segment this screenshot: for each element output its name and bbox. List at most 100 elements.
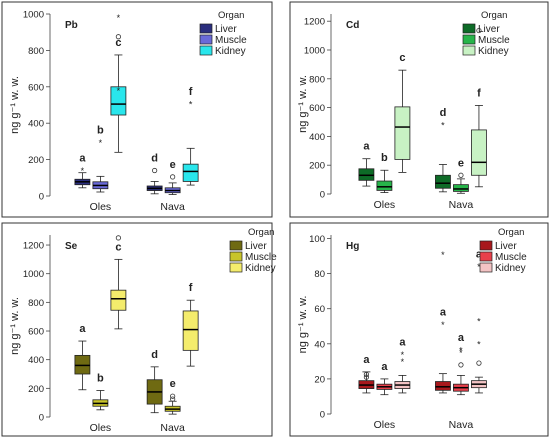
y-tick-label: 400 [28,355,44,366]
box-liver-nava: d [146,349,163,414]
y-tick-label: 0 [39,413,44,424]
significance-letter: c [399,52,405,64]
element-label: Cd [346,20,359,31]
chart-panel-cd: 0 200 400 600 800 1000 1200 ng g⁻¹ w. w. Cd Oles N… [289,1,549,218]
element-label: Hg [346,241,359,252]
y-tick-label: 600 [28,327,44,338]
legend-swatch [199,45,213,56]
box-iqr [435,381,451,391]
category-label: Oles [90,201,112,213]
significance-letter: b [97,372,104,384]
outlier-circle [152,167,158,174]
legend-label: Liver [245,241,267,252]
category-label: Nava [449,199,474,211]
legend-title: Organ [481,10,507,21]
legend-label: Muscle [215,35,247,46]
y-axis-title: ng g⁻¹ w. w. [297,75,309,133]
legend-label: Liver [215,24,237,35]
category-label: Oles [90,422,112,434]
legend-label: Kidney [245,263,276,274]
outlier-star: * [441,250,445,260]
significance-letter: a [440,307,447,319]
significance-letter: d [151,349,158,361]
outlier-star: * [81,166,85,176]
element-label: Pb [65,20,78,31]
legend-label: Kidney [478,46,509,57]
outlier-circle [115,34,122,40]
category-label: Oles [374,419,396,431]
outlier-circle [476,27,482,34]
outlier-star: * [477,316,481,326]
significance-letter: a [458,332,465,344]
panel-border [1,1,273,218]
legend-title: Organ [218,10,244,21]
legend-label: Kidney [495,263,526,274]
box-liver-nava: **a [435,250,451,394]
legend-title: Organ [498,227,524,238]
box-kidney-nava: f [182,282,199,367]
box-kidney-nava: f [471,27,487,188]
box-kidney-nava: ***a [471,249,487,394]
panel-border [289,222,549,437]
outlier-circle [115,235,122,241]
legend-swatch [229,262,243,273]
outlier-circle [363,371,369,378]
outlier-star: * [441,120,445,130]
box-muscle-nava: e [164,159,181,195]
box-liver-oles: a [358,141,375,187]
box-muscle-nava: e [453,157,469,194]
significance-letter: e [458,157,464,169]
outlier-circle [458,172,464,178]
outlier-circle [170,174,176,180]
significance-letter: f [189,282,193,294]
legend-label: Muscle [245,252,277,263]
legend-swatch [229,251,243,262]
y-tick-label: 800 [28,298,44,309]
outlier-star: * [401,350,405,360]
outlier-star: * [441,320,445,330]
significance-letter: a [399,336,406,348]
box-kidney-oles: * * c [110,13,127,153]
box-iqr [471,129,487,176]
significance-letter: f [477,87,481,99]
outlier-circle [363,374,369,380]
y-axis-title: ng g⁻¹ w. w. [9,76,21,134]
y-axis-title: ng g⁻¹ w. w. [9,297,21,355]
outlier-circle [170,396,176,402]
significance-letter: e [170,378,176,390]
outlier-star: * [99,138,103,148]
y-tick-label: 400 [309,132,325,143]
box-kidney-nava: *f [182,86,199,186]
y-tick-label: 200 [28,155,44,166]
panel-border [1,222,273,437]
element-label: Se [65,241,78,252]
legend-swatch [479,240,493,251]
box-iqr [182,163,199,182]
y-tick-label: 200 [28,384,44,395]
box-muscle-oles: b [92,372,109,411]
outlier-star: * [459,345,463,355]
significance-letter: f [189,86,193,98]
panel-border [289,1,549,218]
legend-swatch [229,240,243,251]
chart-panel-pb: 0 200 400 600 800 1000 ng g⁻¹ w. w. Pb Oles Nava *… [1,1,273,218]
legend-label: Liver [495,241,517,252]
y-tick-label: 1200 [304,17,325,28]
y-tick-label: 600 [309,103,325,114]
y-tick-label: 600 [28,82,44,93]
y-tick-label: 100 [309,234,325,245]
legend-swatch [462,45,476,56]
significance-letter: a [79,323,86,335]
outlier-circle [476,360,482,366]
significance-letter: d [440,107,447,119]
significance-letter: e [170,159,176,171]
outlier-star: * [459,348,463,358]
outlier-star: * [401,357,405,367]
box-iqr [453,184,469,192]
box-iqr [394,106,411,160]
significance-letter: a [363,141,370,153]
box-muscle-nava: e [164,378,181,415]
category-label: Nava [449,419,474,431]
